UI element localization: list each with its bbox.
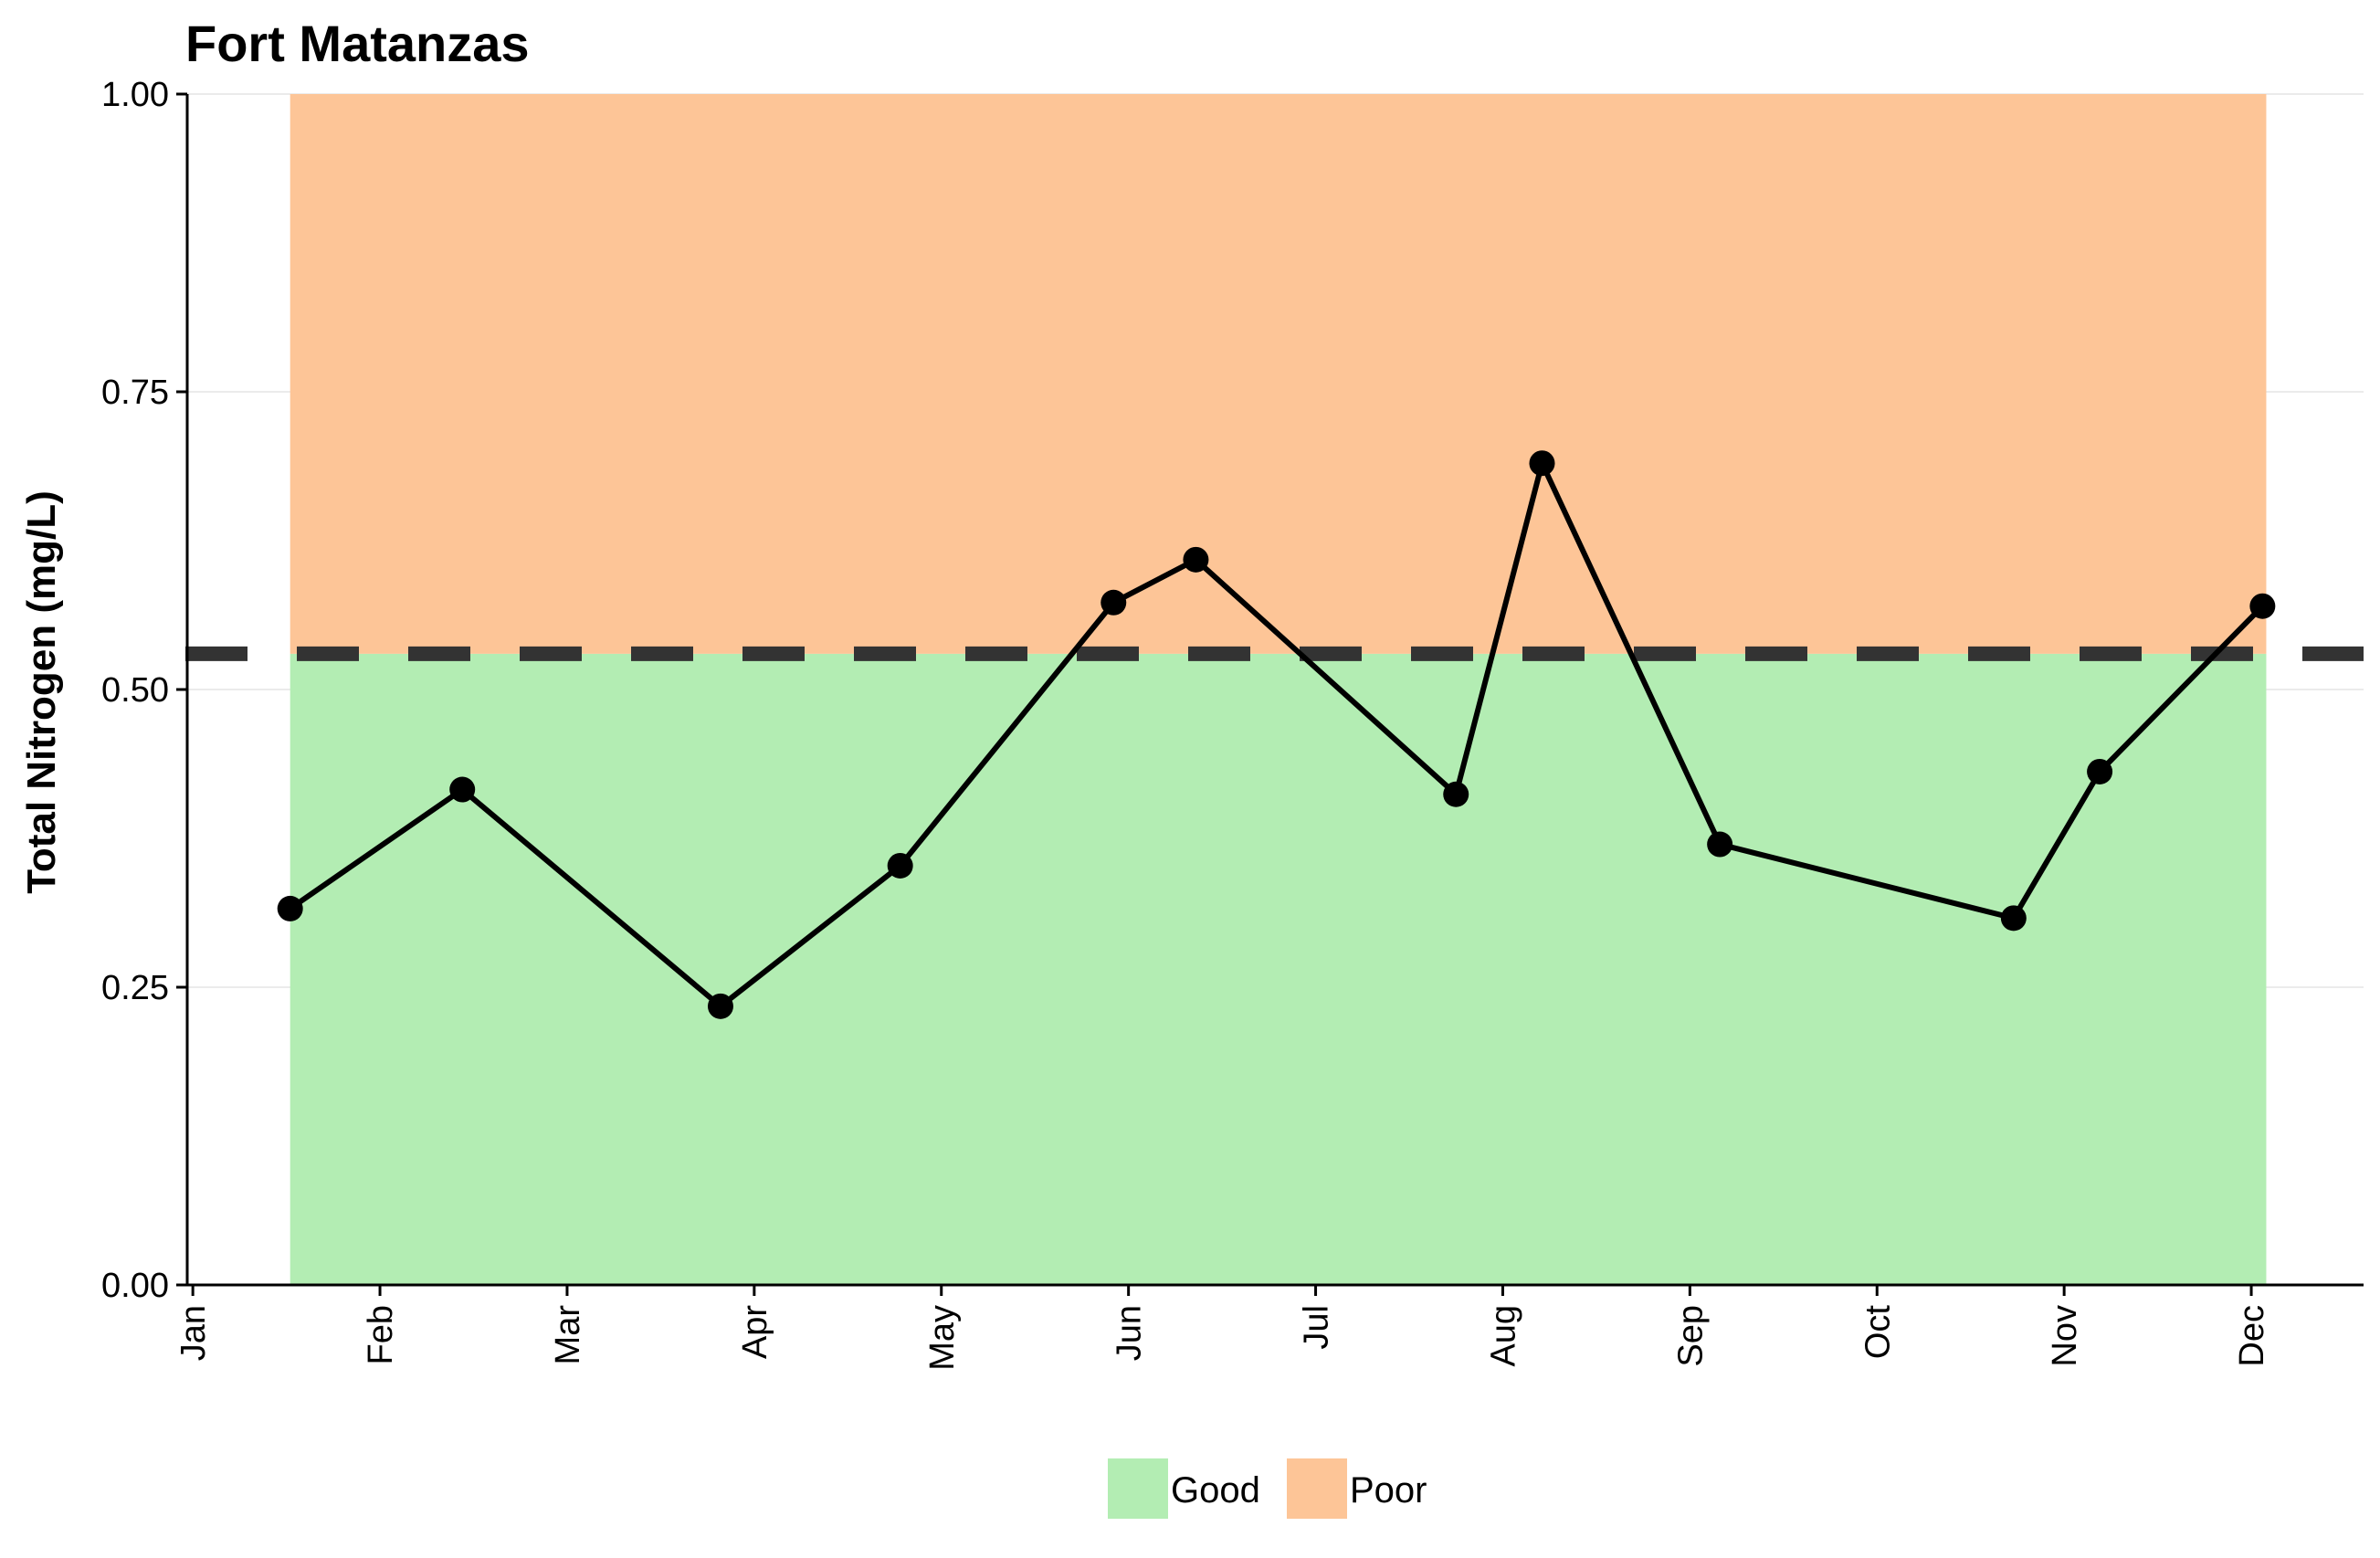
y-tick-label: 0.75 — [101, 374, 169, 412]
x-tick-label: May — [923, 1305, 962, 1371]
y-tick-label: 0.00 — [101, 1267, 169, 1305]
data-point — [1529, 450, 1555, 477]
data-point — [2087, 758, 2113, 784]
x-tick-label: Mar — [549, 1305, 587, 1365]
data-point — [707, 993, 733, 1019]
data-point — [2249, 593, 2276, 619]
band-poor — [290, 94, 2267, 654]
data-point — [1183, 546, 1209, 573]
x-tick-label: Nov — [2046, 1305, 2084, 1367]
legend-label-poor: Poor — [1350, 1470, 1427, 1511]
y-axis-ticks: 0.00 0.25 0.50 0.75 1.00 — [101, 76, 187, 1305]
x-tick-label: Jul — [1298, 1305, 1336, 1350]
x-tick-label: Dec — [2233, 1305, 2271, 1367]
legend-swatch-good — [1108, 1458, 1168, 1519]
legend: Good Poor — [1108, 1458, 1427, 1519]
data-point — [2000, 905, 2027, 932]
data-series — [277, 450, 2276, 1019]
x-tick-label: Apr — [736, 1305, 774, 1359]
x-axis-ticks: Jan Feb Mar Apr May Jun Jul Aug Sep Oct Nov Dec — [174, 1285, 2271, 1371]
x-tick-label: Jun — [1111, 1305, 1149, 1361]
y-axis-label: Total Nitrogen (mg/L) — [19, 490, 64, 894]
data-point — [1443, 781, 1469, 807]
y-tick-label: 0.25 — [101, 969, 169, 1007]
chart-title: Fort Matanzas — [185, 15, 530, 72]
x-tick-label: Aug — [1484, 1305, 1522, 1367]
x-tick-label: Oct — [1859, 1305, 1897, 1360]
y-tick-label: 0.50 — [101, 671, 169, 710]
data-point — [449, 776, 476, 803]
legend-label-good: Good — [1171, 1470, 1260, 1511]
band-good — [290, 653, 2267, 1285]
x-tick-label: Feb — [362, 1305, 400, 1364]
x-tick-label: Sep — [1671, 1305, 1710, 1367]
data-point — [277, 895, 303, 921]
x-tick-label: Jan — [174, 1305, 213, 1361]
data-point — [887, 852, 913, 879]
data-point — [1707, 831, 1733, 858]
series-line — [288, 460, 2265, 1009]
y-tick-label: 1.00 — [101, 76, 169, 114]
legend-swatch-poor — [1287, 1458, 1347, 1519]
rating-bands — [290, 94, 2267, 1285]
data-point — [1100, 589, 1127, 616]
